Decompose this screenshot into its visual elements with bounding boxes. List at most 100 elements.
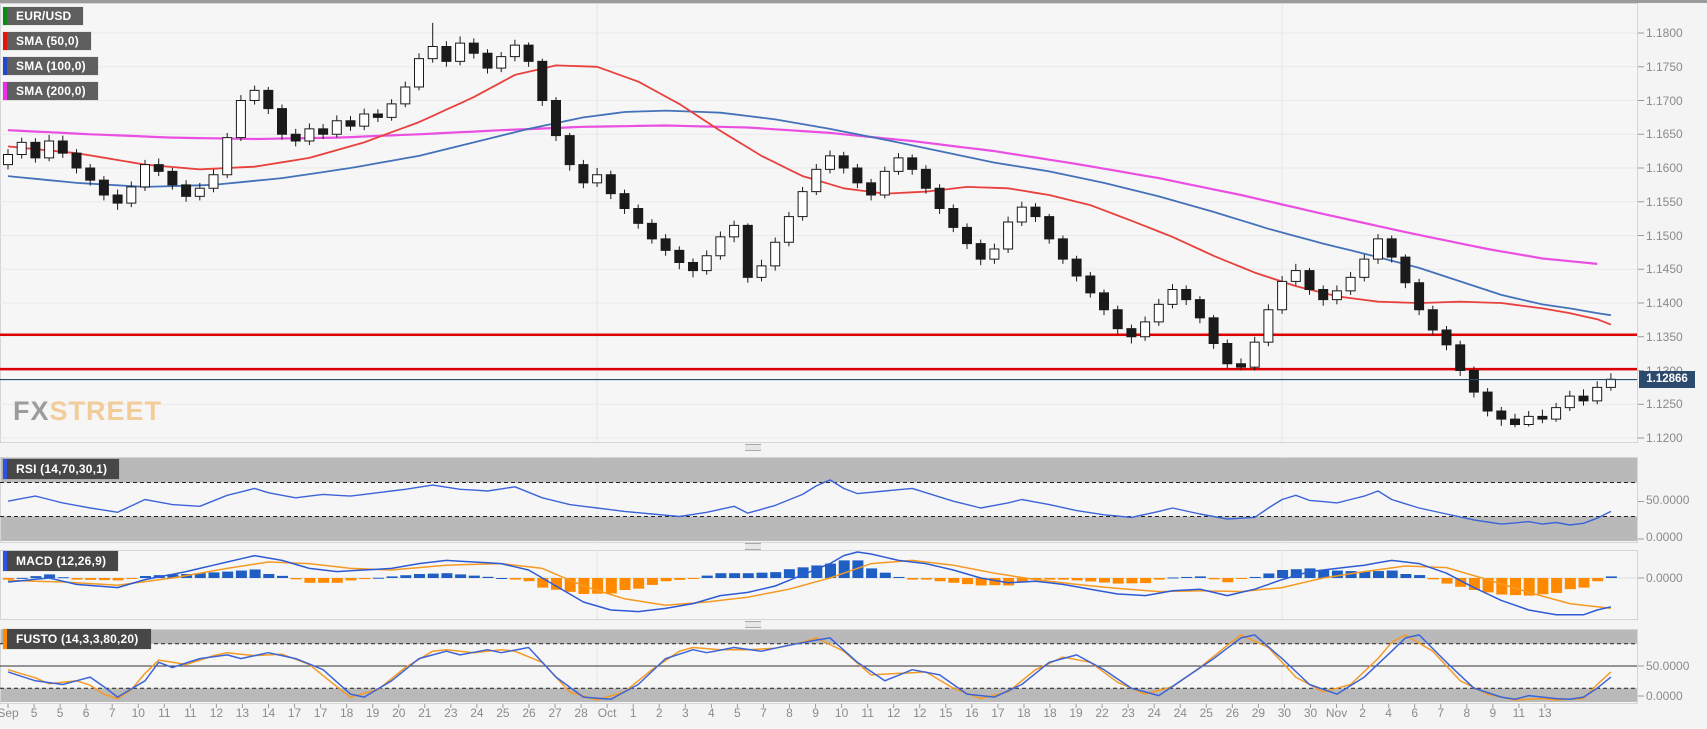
axis-label: 1.1500	[1646, 228, 1683, 243]
axis-label: 1.1350	[1646, 329, 1683, 344]
date-label: 7	[108, 706, 116, 720]
date-label: 17	[313, 706, 328, 720]
date-label: 6	[82, 706, 90, 720]
date-label: 30	[1277, 706, 1292, 720]
date-label: 6	[1411, 706, 1419, 720]
fusto-label: FUSTO (14,3,3,80,20)	[16, 632, 139, 646]
last-price-badge: 1.12866	[1639, 371, 1695, 389]
date-label: 14	[261, 706, 276, 720]
date-label: 20	[392, 706, 406, 720]
date-label: 4	[708, 706, 715, 720]
axis-label: 0.0000	[1646, 571, 1683, 585]
sma50-color-bar	[3, 32, 7, 50]
axis-label: 50.0000	[1646, 659, 1690, 673]
top-divider	[0, 0, 1707, 3]
axis-label: 50.0000	[1646, 492, 1690, 507]
date-label: 17	[287, 706, 302, 720]
legend-fusto[interactable]: FUSTO (14,3,3,80,20)	[3, 629, 151, 649]
date-label: 4	[1385, 706, 1392, 720]
date-label: 18	[339, 706, 354, 720]
date-label: 24	[1147, 706, 1161, 720]
axis-label: 1.1200	[1646, 431, 1683, 445]
axis-label: 1.1400	[1646, 296, 1683, 310]
date-label: 11	[158, 706, 171, 720]
watermark-street: STREET	[49, 396, 163, 426]
axis-label: 0.0000	[1646, 689, 1683, 703]
date-label: 13	[1538, 706, 1552, 720]
legend-sma100[interactable]: SMA (100,0)	[3, 57, 98, 75]
axis-label: 1.1750	[1646, 59, 1683, 74]
date-label: 8	[786, 706, 793, 720]
axis-label: 1.1650	[1646, 127, 1683, 142]
date-label: 11	[861, 706, 874, 720]
date-label: 10	[131, 706, 145, 720]
date-label: 23	[444, 706, 458, 720]
date-label: 8	[1463, 706, 1471, 720]
date-label: 2	[655, 706, 663, 720]
legend-rsi[interactable]: RSI (14,70,30,1)	[3, 459, 120, 479]
panel-resize-handle-2[interactable]	[745, 543, 761, 550]
date-label: 5	[734, 706, 741, 720]
sma200-label: SMA (200,0)	[16, 84, 86, 98]
rsi-label: RSI (14,70,30,1)	[16, 462, 108, 476]
axis-label: 1.1600	[1646, 161, 1683, 175]
date-label: 7	[760, 706, 767, 720]
panel-resize-handle-3[interactable]	[745, 621, 761, 628]
macd-label: MACD (12,26,9)	[16, 554, 107, 568]
date-label: 22	[1095, 706, 1109, 720]
date-label: Oct	[597, 706, 617, 720]
date-label: 21	[418, 706, 432, 720]
date-label: 3	[681, 706, 689, 720]
date-label: 10	[834, 706, 849, 720]
date-label: 9	[812, 706, 819, 720]
axis-label: 0.0000	[1646, 530, 1683, 544]
panel-resize-handle-1[interactable]	[745, 444, 761, 451]
date-label: 7	[1437, 706, 1445, 720]
date-label: 25	[496, 706, 510, 720]
symbol-color-bar	[3, 7, 7, 25]
sma50-label: SMA (50,0)	[16, 34, 79, 48]
date-label: 29	[1251, 706, 1266, 720]
date-label: 1	[629, 706, 637, 720]
date-label: 24	[470, 706, 484, 720]
fusto-color-bar	[3, 629, 7, 649]
date-label: 12	[209, 706, 224, 720]
watermark-fx: FX	[13, 396, 50, 426]
date-label: 2	[1359, 706, 1366, 720]
axis-label: 1.1800	[1646, 26, 1683, 40]
date-label: Sep	[0, 706, 19, 720]
symbol-label: EUR/USD	[16, 9, 72, 23]
date-label: Nov	[1325, 706, 1348, 720]
axis-label: 1.1250	[1646, 397, 1683, 412]
date-label: 26	[522, 706, 536, 720]
sma100-label: SMA (100,0)	[16, 59, 86, 73]
rsi-color-bar	[3, 459, 7, 479]
date-label: 19	[1069, 706, 1083, 720]
date-label: 28	[574, 706, 588, 720]
date-label: 9	[1489, 706, 1497, 720]
date-label: 12	[913, 706, 927, 720]
sma200-color-bar	[3, 82, 7, 100]
axis-label: 1.1700	[1646, 93, 1683, 108]
date-label: 27	[548, 706, 562, 720]
date-label: 15	[939, 706, 953, 720]
date-label: 18	[1017, 706, 1031, 720]
date-label: 5	[56, 706, 64, 720]
sma100-color-bar	[3, 57, 7, 75]
date-label: 5	[30, 706, 38, 720]
date-label: 23	[1121, 706, 1135, 720]
legend-symbol[interactable]: EUR/USD	[3, 7, 84, 25]
fxstreet-watermark: FXSTREET	[13, 396, 162, 427]
macd-color-bar	[3, 551, 7, 571]
legend-sma200[interactable]: SMA (200,0)	[3, 82, 98, 100]
date-label: 26	[1225, 706, 1240, 720]
axis-label: 1.1550	[1646, 194, 1683, 209]
date-label: 13	[235, 706, 250, 720]
legend-sma50[interactable]: SMA (50,0)	[3, 32, 91, 50]
date-label: 16	[965, 706, 979, 720]
date-label: 19	[366, 706, 380, 720]
date-label: 11	[184, 706, 197, 720]
legend-macd[interactable]: MACD (12,26,9)	[3, 551, 119, 571]
